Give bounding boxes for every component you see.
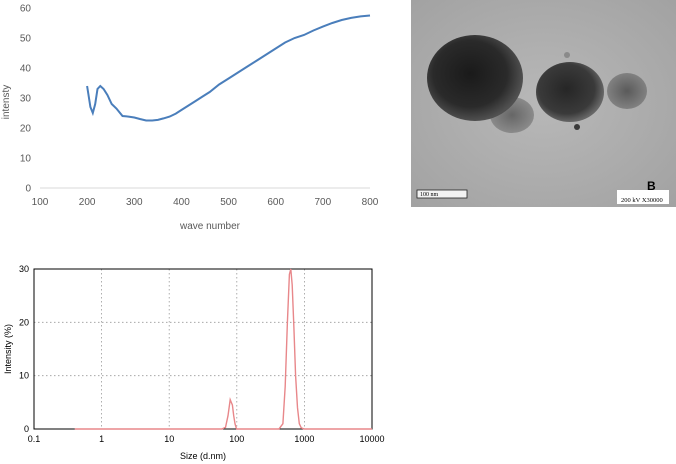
x-tick-label: 200: [79, 197, 96, 208]
y-axis-label: Intensity (%): [3, 324, 13, 374]
panel-label: B: [647, 179, 656, 193]
particle-medium: [536, 62, 604, 122]
scale-bar-label: 100 nm: [420, 192, 439, 198]
intensity-series-line: [86, 14, 371, 122]
y-tick-label: 60: [20, 4, 32, 15]
x-tick-label: 1000: [294, 434, 314, 444]
uv-vis-chart: 0 10 20 30 40 50 60 100 200 300 400 500 600 700 800 w…: [1, 4, 379, 233]
y-tick-label: 20: [20, 124, 32, 135]
x-tick-label: 0.1: [28, 434, 41, 444]
x-axis-label: Size (d.nm): [180, 451, 226, 461]
size-distribution-chart: 0 10 20 30 0.1 1 10 100 1000 10000 Size (d.nm) I…: [3, 264, 385, 461]
y-tick-label: 20: [19, 317, 29, 327]
tem-micrograph: 100 nm B 200 kV X30000: [411, 0, 676, 207]
x-tick-label: 10: [164, 434, 174, 444]
x-axis-label: wave number: [179, 221, 241, 232]
y-tick-label: 30: [20, 94, 32, 105]
x-tick-label: 100: [32, 197, 49, 208]
instrument-info: 200 kV X30000: [621, 197, 663, 204]
x-tick-label: 300: [126, 197, 143, 208]
x-tick-label: 100: [229, 434, 244, 444]
x-tick-label: 600: [267, 197, 284, 208]
scale-bar-box: [416, 189, 468, 199]
grid-lines: [33, 268, 373, 430]
y-tick-label: 40: [20, 64, 32, 75]
x-tick-label: 10000: [359, 434, 384, 444]
x-tick-label: 500: [220, 197, 237, 208]
y-axis-label: intensty: [1, 85, 12, 119]
x-tick-labels: 0.1 1 10 100 1000 10000: [28, 434, 385, 444]
particle-dot-small: [564, 52, 570, 58]
intensity-distribution-line: [74, 268, 372, 430]
plot-area-frame: [33, 268, 373, 430]
y-tick-label: 10: [20, 154, 32, 165]
x-tick-label: 800: [362, 197, 379, 208]
x-tick-label: 1: [99, 434, 104, 444]
y-tick-label: 0: [24, 424, 29, 434]
y-tick-label: 10: [19, 371, 29, 381]
x-tick-label: 700: [315, 197, 332, 208]
y-tick-label: 0: [25, 184, 31, 195]
y-tick-label: 30: [19, 264, 29, 274]
y-tick-labels: 0 10 20 30 40 50 60: [20, 4, 32, 195]
x-tick-labels: 100 200 300 400 500 600 700 800: [32, 197, 379, 208]
y-tick-labels: 0 10 20 30: [19, 264, 29, 434]
y-tick-label: 50: [20, 34, 32, 45]
particle-large: [427, 35, 523, 121]
particle-small-right: [607, 73, 647, 109]
particle-dot: [574, 124, 580, 130]
x-tick-label: 400: [173, 197, 190, 208]
label-box: [617, 190, 669, 204]
